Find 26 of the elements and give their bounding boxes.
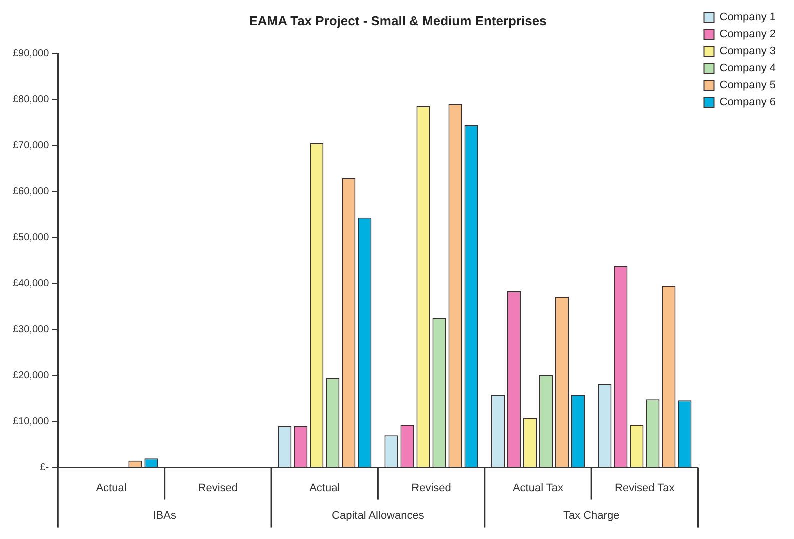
- legend-label: Company 2: [720, 28, 776, 41]
- text: Tax Charge: [563, 510, 620, 522]
- y-tick-label: £70,000: [12, 140, 50, 152]
- y-tick-label: £-: [40, 462, 50, 474]
- y-tick-label: £20,000: [12, 370, 50, 382]
- x-tick-label: Revised: [198, 482, 238, 494]
- y-tick-label: £90,000: [12, 48, 50, 60]
- legend-label: Company 1: [720, 12, 776, 24]
- x-tick-label: Actual: [310, 482, 340, 494]
- y-tick-label: £10,000: [12, 416, 50, 428]
- legend-label: Company 4: [720, 62, 776, 75]
- y-tick-label: £60,000: [12, 186, 50, 198]
- y-tick-label: £80,000: [12, 94, 50, 106]
- y-tick-label: £30,000: [12, 324, 50, 336]
- y-tick-label: £50,000: [12, 232, 50, 244]
- legend-label: Company 6: [720, 96, 776, 109]
- x-tick-label: Actual Tax: [512, 482, 564, 494]
- chart-title: EAMA Tax Project - Small & Medium Enterprises: [249, 13, 547, 28]
- text: Capital Allowances: [332, 510, 425, 522]
- x-tick-label: Actual: [96, 482, 127, 494]
- text: IBAs: [153, 510, 177, 522]
- y-tick-label: £40,000: [12, 278, 50, 290]
- legend-label: Company 5: [720, 80, 776, 92]
- legend-label: Company 3: [720, 46, 776, 58]
- x-tick-label: Revised: [412, 482, 452, 494]
- x-tick-label: Revised Tax: [615, 482, 676, 494]
